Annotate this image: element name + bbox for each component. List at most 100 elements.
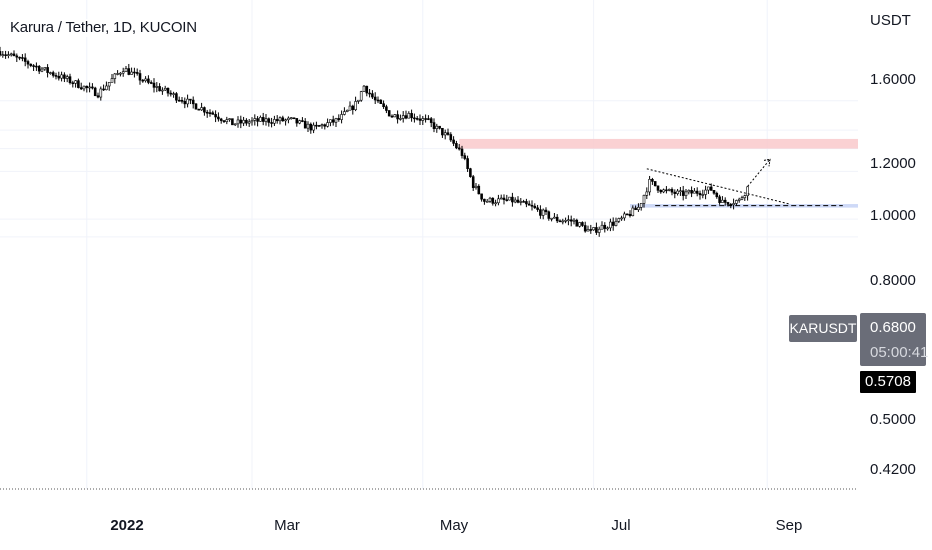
candle-body [29, 63, 33, 66]
candle [326, 118, 329, 128]
candle [12, 50, 16, 57]
candle [620, 215, 623, 221]
candle [169, 90, 173, 97]
candle-body [376, 99, 380, 102]
candle [264, 113, 268, 126]
candle [578, 221, 581, 228]
candle-body [225, 119, 229, 122]
candle [508, 196, 511, 201]
candle-body [362, 85, 366, 92]
candle-body [429, 118, 433, 123]
candle [177, 96, 181, 102]
candle [124, 66, 128, 72]
candle-body [37, 66, 41, 72]
candle [281, 115, 285, 122]
candle [690, 186, 693, 198]
candle [553, 212, 556, 219]
candle [247, 118, 251, 127]
candle-body [572, 219, 576, 222]
candle [65, 74, 69, 83]
candle-body [583, 225, 587, 232]
candle-body [483, 198, 486, 202]
candle [200, 102, 203, 111]
candle [494, 199, 497, 207]
candle [595, 222, 598, 235]
candle-body [460, 148, 464, 156]
candle-body [177, 99, 181, 102]
candle [233, 123, 237, 127]
candle [18, 56, 21, 61]
candle [463, 152, 467, 161]
candle-body [471, 176, 475, 188]
candle [359, 90, 363, 102]
candle-body [637, 207, 640, 211]
candle [631, 205, 635, 217]
candle-body [455, 143, 458, 149]
candle-body [505, 199, 509, 202]
candle-body [1, 54, 5, 56]
candle-body [211, 112, 215, 115]
candle [502, 194, 506, 205]
candle-body [32, 65, 35, 67]
candle [679, 187, 682, 196]
candle-body [236, 119, 240, 125]
candle-body [427, 118, 430, 120]
candle [387, 110, 391, 117]
bar-countdown: 05:00:41 [870, 344, 929, 361]
candle-body [191, 99, 195, 105]
candle-body [390, 115, 394, 118]
candle [46, 64, 49, 78]
candle-body [438, 125, 441, 129]
candle-body [26, 61, 30, 65]
candle [37, 64, 41, 75]
candle-body [253, 118, 257, 121]
candle [21, 54, 24, 62]
candle [329, 119, 332, 127]
candle-body [690, 190, 693, 194]
candle [572, 218, 576, 225]
candle-body [726, 202, 730, 205]
candle-body [379, 99, 383, 104]
candle [60, 71, 63, 82]
candle-body [152, 82, 156, 88]
candle [371, 90, 374, 100]
candle-body [586, 229, 590, 232]
candle-body [371, 93, 374, 98]
candle-body [488, 197, 492, 202]
candle [40, 66, 44, 73]
candle [743, 194, 747, 201]
candle [301, 117, 304, 123]
candle-body [217, 116, 220, 120]
candle [399, 114, 402, 121]
candle [323, 123, 327, 130]
candle-body [334, 118, 338, 123]
candle-body [522, 201, 525, 203]
candle-body [242, 119, 245, 124]
candle-body [340, 114, 343, 120]
candle [449, 132, 453, 142]
candle-body [631, 207, 635, 217]
candle-body [536, 207, 539, 210]
candle-body [281, 117, 285, 122]
candle [259, 115, 262, 122]
candle-body [261, 117, 265, 122]
candle [7, 51, 10, 59]
candle-body [180, 99, 184, 102]
candle [261, 112, 265, 126]
candle [88, 82, 91, 93]
candle-body [474, 185, 478, 188]
candle [516, 196, 520, 204]
candle-body [466, 158, 469, 169]
candle [373, 92, 377, 104]
candle-body [329, 119, 332, 123]
candle [432, 118, 436, 133]
candle-body [222, 120, 226, 122]
candle [309, 122, 313, 134]
candle-body [343, 111, 346, 115]
candle [35, 62, 38, 71]
candle [533, 203, 537, 209]
candle-body [96, 95, 100, 98]
candle [121, 67, 125, 77]
